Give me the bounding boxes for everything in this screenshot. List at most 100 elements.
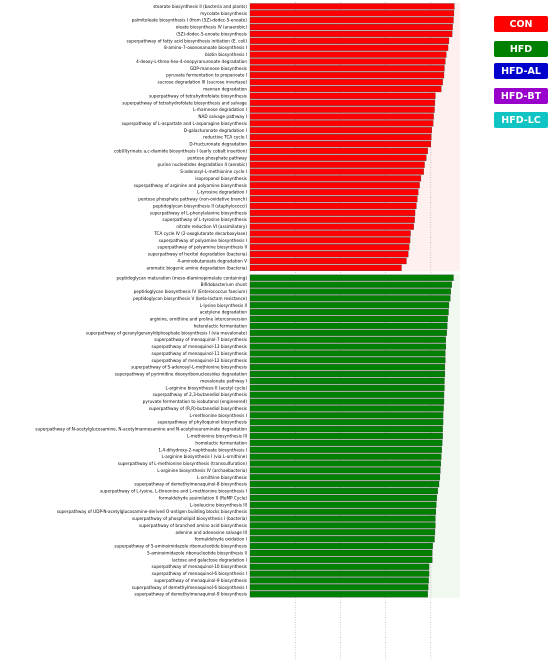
- bar-con: [249, 92, 436, 99]
- category-label: superpathway of demethylmenaquinol-9 bio…: [134, 592, 247, 597]
- bar-hfd: [249, 426, 443, 433]
- bar-con: [249, 44, 449, 51]
- category-label: superpathway of menaquinol-9 biosynthesi…: [154, 578, 247, 583]
- category-label: S-adenosyl-L-methionine cycle I: [180, 169, 247, 174]
- bar-hfd: [249, 302, 450, 309]
- bar-hfd: [249, 467, 441, 474]
- category-label: L-isoleucine biosynthesis III: [190, 502, 247, 507]
- bar-con: [249, 182, 420, 189]
- bar-hfd: [249, 439, 443, 446]
- category-label: L-methionine biosynthesis I: [190, 413, 248, 418]
- category-label: formaldehyde assimilation II (RuMP Cycle…: [159, 495, 248, 500]
- bar-con: [249, 209, 416, 216]
- category-label: formaldehyde oxidation I: [195, 537, 247, 542]
- legend-label: HFD-BT: [500, 90, 542, 102]
- legend-label: CON: [509, 18, 533, 30]
- legend-item-con: CON: [494, 16, 548, 32]
- category-label: nitrate reduction VI (assimilatory): [176, 224, 247, 229]
- category-label: D-galacturonate degradation I: [184, 128, 247, 133]
- legend-item-hfd-lc: HFD-LC: [494, 112, 548, 128]
- bar-con: [249, 161, 425, 168]
- category-label: 1,4-dihydroxy-2-naphthoate biosynthesis …: [158, 447, 247, 452]
- category-label: superpathway of demethylmenaquinol-8 bio…: [134, 482, 247, 487]
- bar-hfd: [249, 501, 437, 508]
- bar-con: [249, 79, 443, 86]
- bar-hfd: [249, 542, 433, 550]
- bar-hfd: [249, 556, 433, 563]
- category-label: acetylene degradation: [200, 310, 248, 315]
- bar-hfd: [249, 357, 446, 364]
- category-label: cob(II)yrinate a,c-diamide biosynthesis …: [114, 148, 247, 153]
- legend-item-hfd-al: HFD-AL: [494, 63, 548, 79]
- bar-hfd: [249, 398, 445, 405]
- category-label: GDP-mannose biosynthesis: [190, 66, 247, 71]
- bar-con: [249, 251, 409, 258]
- category-label: superpathway of menaquinol-12 biosynthes…: [152, 358, 247, 363]
- bar-con: [249, 264, 402, 271]
- category-label: aromatic biogenic amine degradation (bac…: [147, 265, 248, 270]
- category-label: superpathway of L-tyrosine biosynthesis: [162, 217, 247, 222]
- bar-hfd: [249, 295, 451, 302]
- bar-hfd: [249, 481, 440, 488]
- bar-con: [249, 58, 446, 65]
- bars: [249, 3, 455, 598]
- bar-con: [249, 37, 450, 44]
- bar-hfd: [249, 591, 428, 598]
- category-label: L-arginine biosynthesis I (via L-ornithi…: [161, 454, 247, 459]
- bar-hfd: [249, 563, 430, 570]
- bar-con: [249, 72, 445, 79]
- bar-con: [249, 223, 414, 230]
- bar-hfd: [249, 336, 446, 343]
- bar-hfd: [249, 364, 446, 371]
- category-label: superpathway of (R,R)-butanediol biosynt…: [149, 406, 247, 411]
- category-label: lactose and galactose degradation I: [172, 557, 247, 562]
- bar-con: [249, 99, 436, 106]
- bar-hfd: [249, 274, 454, 281]
- bar-hfd: [249, 322, 448, 330]
- bar-con: [249, 175, 422, 182]
- bar-con: [249, 10, 455, 17]
- bar-con: [249, 23, 453, 31]
- category-label: reductive TCA cycle I: [203, 135, 247, 140]
- category-label: palmitoleate biosynthesis I (from (5Z)-d…: [132, 18, 248, 23]
- bar-hfd: [249, 494, 437, 502]
- category-label: L-arginine biosynthesis IV (archaebacter…: [157, 468, 247, 473]
- category-label: peptidoglycan biosynthesis II (staphyloc…: [153, 203, 247, 208]
- bar-hfd: [249, 487, 438, 495]
- bar-con: [249, 113, 434, 120]
- bar-hfd: [249, 453, 442, 460]
- category-label: isopropanol biosynthesis: [195, 176, 247, 181]
- bar-con: [249, 30, 453, 38]
- category-label: superpathway of menaquinol-11 biosynthes…: [152, 351, 247, 356]
- bar-hfd: [249, 577, 429, 584]
- bar-hfd: [249, 329, 447, 336]
- legend-item-hfd-bt: HFD-BT: [494, 88, 548, 104]
- bar-con: [249, 202, 417, 210]
- category-label: purine nucleotides degradation II (aerob…: [157, 162, 247, 167]
- bar-hfd: [249, 412, 444, 419]
- bar-labels: stearate biosynthesis II (bacteria and p…: [35, 4, 247, 597]
- category-label: superpathway of menaquinol-7 biosynthesi…: [154, 337, 247, 342]
- category-label: superpathway of pyrimidine deoxyribonucl…: [115, 372, 248, 377]
- bar-con: [249, 51, 447, 58]
- bar-con: [249, 154, 427, 161]
- category-label: superpathway of N-acetylglucosamine, N-a…: [35, 427, 247, 432]
- category-label: superpathway of L-phenylalanine biosynth…: [150, 210, 247, 215]
- bar-hfd: [249, 549, 433, 557]
- bar-con: [249, 237, 411, 244]
- category-label: mevalonate pathway I: [200, 378, 247, 383]
- category-label: L-lysine biosynthesis II: [200, 303, 247, 308]
- category-label: 5-aminoimidazole ribonucleotide biosynth…: [147, 550, 247, 555]
- category-label: superpathway of menaquinol-6 biosynthesi…: [152, 571, 247, 576]
- category-label: TCA cycle IV (2-oxoglutarate decarboxyla…: [153, 231, 247, 236]
- category-label: NAD salvage pathway I: [198, 114, 247, 119]
- bar-hfd: [249, 384, 445, 391]
- bar-con: [249, 134, 432, 141]
- category-label: L-tyrosine degradation I: [197, 190, 247, 195]
- category-label: L-methionine biosynthesis III: [187, 434, 247, 439]
- bar-con: [249, 168, 424, 175]
- bar-con: [249, 244, 410, 251]
- legend-label: HFD-AL: [501, 65, 541, 77]
- bar-hfd: [249, 460, 441, 467]
- category-label: peptidoglycan maturation (meso-diaminopi…: [116, 275, 247, 280]
